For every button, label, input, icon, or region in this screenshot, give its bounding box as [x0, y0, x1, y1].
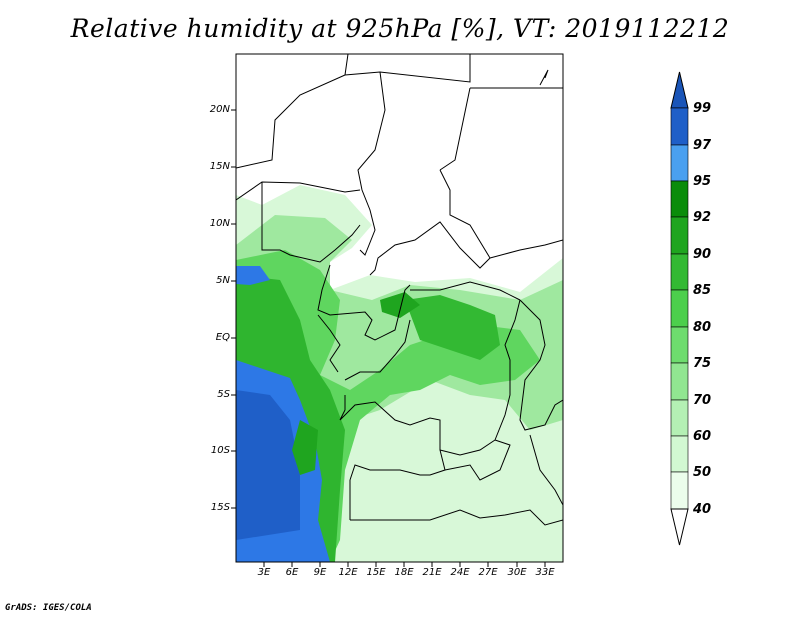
- colorbar-bin-92-95: [670, 180, 689, 218]
- colorbar-bin-70-75: [670, 362, 689, 401]
- lon-label: 21E: [422, 567, 442, 578]
- lon-label: 24E: [450, 567, 470, 578]
- lon-label: 33E: [535, 567, 555, 578]
- colorbar-bin-50-60: [670, 435, 689, 473]
- colorbar-label: 80: [693, 320, 712, 335]
- lat-label: 10S: [210, 445, 230, 456]
- colorbar-label: 90: [693, 247, 712, 262]
- colorbar-label: 75: [693, 356, 712, 371]
- colorbar-bin-40-50: [670, 471, 689, 510]
- lon-label: 3E: [257, 567, 271, 578]
- axis-ticks: [231, 109, 546, 567]
- lat-label: 20N: [209, 104, 230, 115]
- colorbar-bin-80-85: [670, 289, 689, 328]
- lon-label: 30E: [507, 567, 527, 578]
- grads-credit: GrADS: IGES/COLA: [5, 603, 92, 613]
- colorbar-top-arrow: [670, 71, 689, 109]
- lon-label: 12E: [338, 567, 358, 578]
- lat-label: EQ: [215, 332, 230, 343]
- colorbar-bin-90-92: [670, 216, 689, 255]
- colorbar-bin-75-80: [670, 326, 689, 364]
- lat-label: 15N: [209, 161, 230, 172]
- colorbar-bin-60-70: [670, 399, 689, 437]
- colorbar-label: 97: [693, 138, 712, 153]
- country-borders: [236, 54, 563, 526]
- colorbar-bin-85-90: [670, 253, 689, 291]
- lon-label: 9E: [313, 567, 327, 578]
- lat-label: 10N: [209, 218, 230, 229]
- map-title: Relative humidity at 925hPa [%], VT: 201…: [70, 14, 730, 43]
- colorbar-label: 95: [693, 174, 712, 189]
- colorbar-label: 40: [693, 502, 712, 517]
- lon-label: 6E: [285, 567, 299, 578]
- colorbar-bin-95-97: [670, 144, 689, 182]
- lat-label: 5S: [217, 389, 230, 400]
- lon-label: 15E: [366, 567, 386, 578]
- colorbar-bottom-arrow: [670, 508, 689, 546]
- humidity-field: [236, 54, 563, 562]
- colorbar: [670, 71, 689, 546]
- map-frame: [235, 53, 564, 563]
- colorbar-label: 99: [693, 101, 712, 116]
- lon-label: 18E: [394, 567, 414, 578]
- colorbar-label: 60: [693, 429, 712, 444]
- colorbar-bin-97-99: [670, 107, 689, 146]
- lat-label: 15S: [210, 502, 230, 513]
- colorbar-label: 92: [693, 210, 712, 225]
- lat-label: 5N: [216, 275, 230, 286]
- colorbar-label: 50: [693, 465, 712, 480]
- colorbar-label: 85: [693, 283, 712, 298]
- colorbar-label: 70: [693, 393, 712, 408]
- lon-label: 27E: [478, 567, 498, 578]
